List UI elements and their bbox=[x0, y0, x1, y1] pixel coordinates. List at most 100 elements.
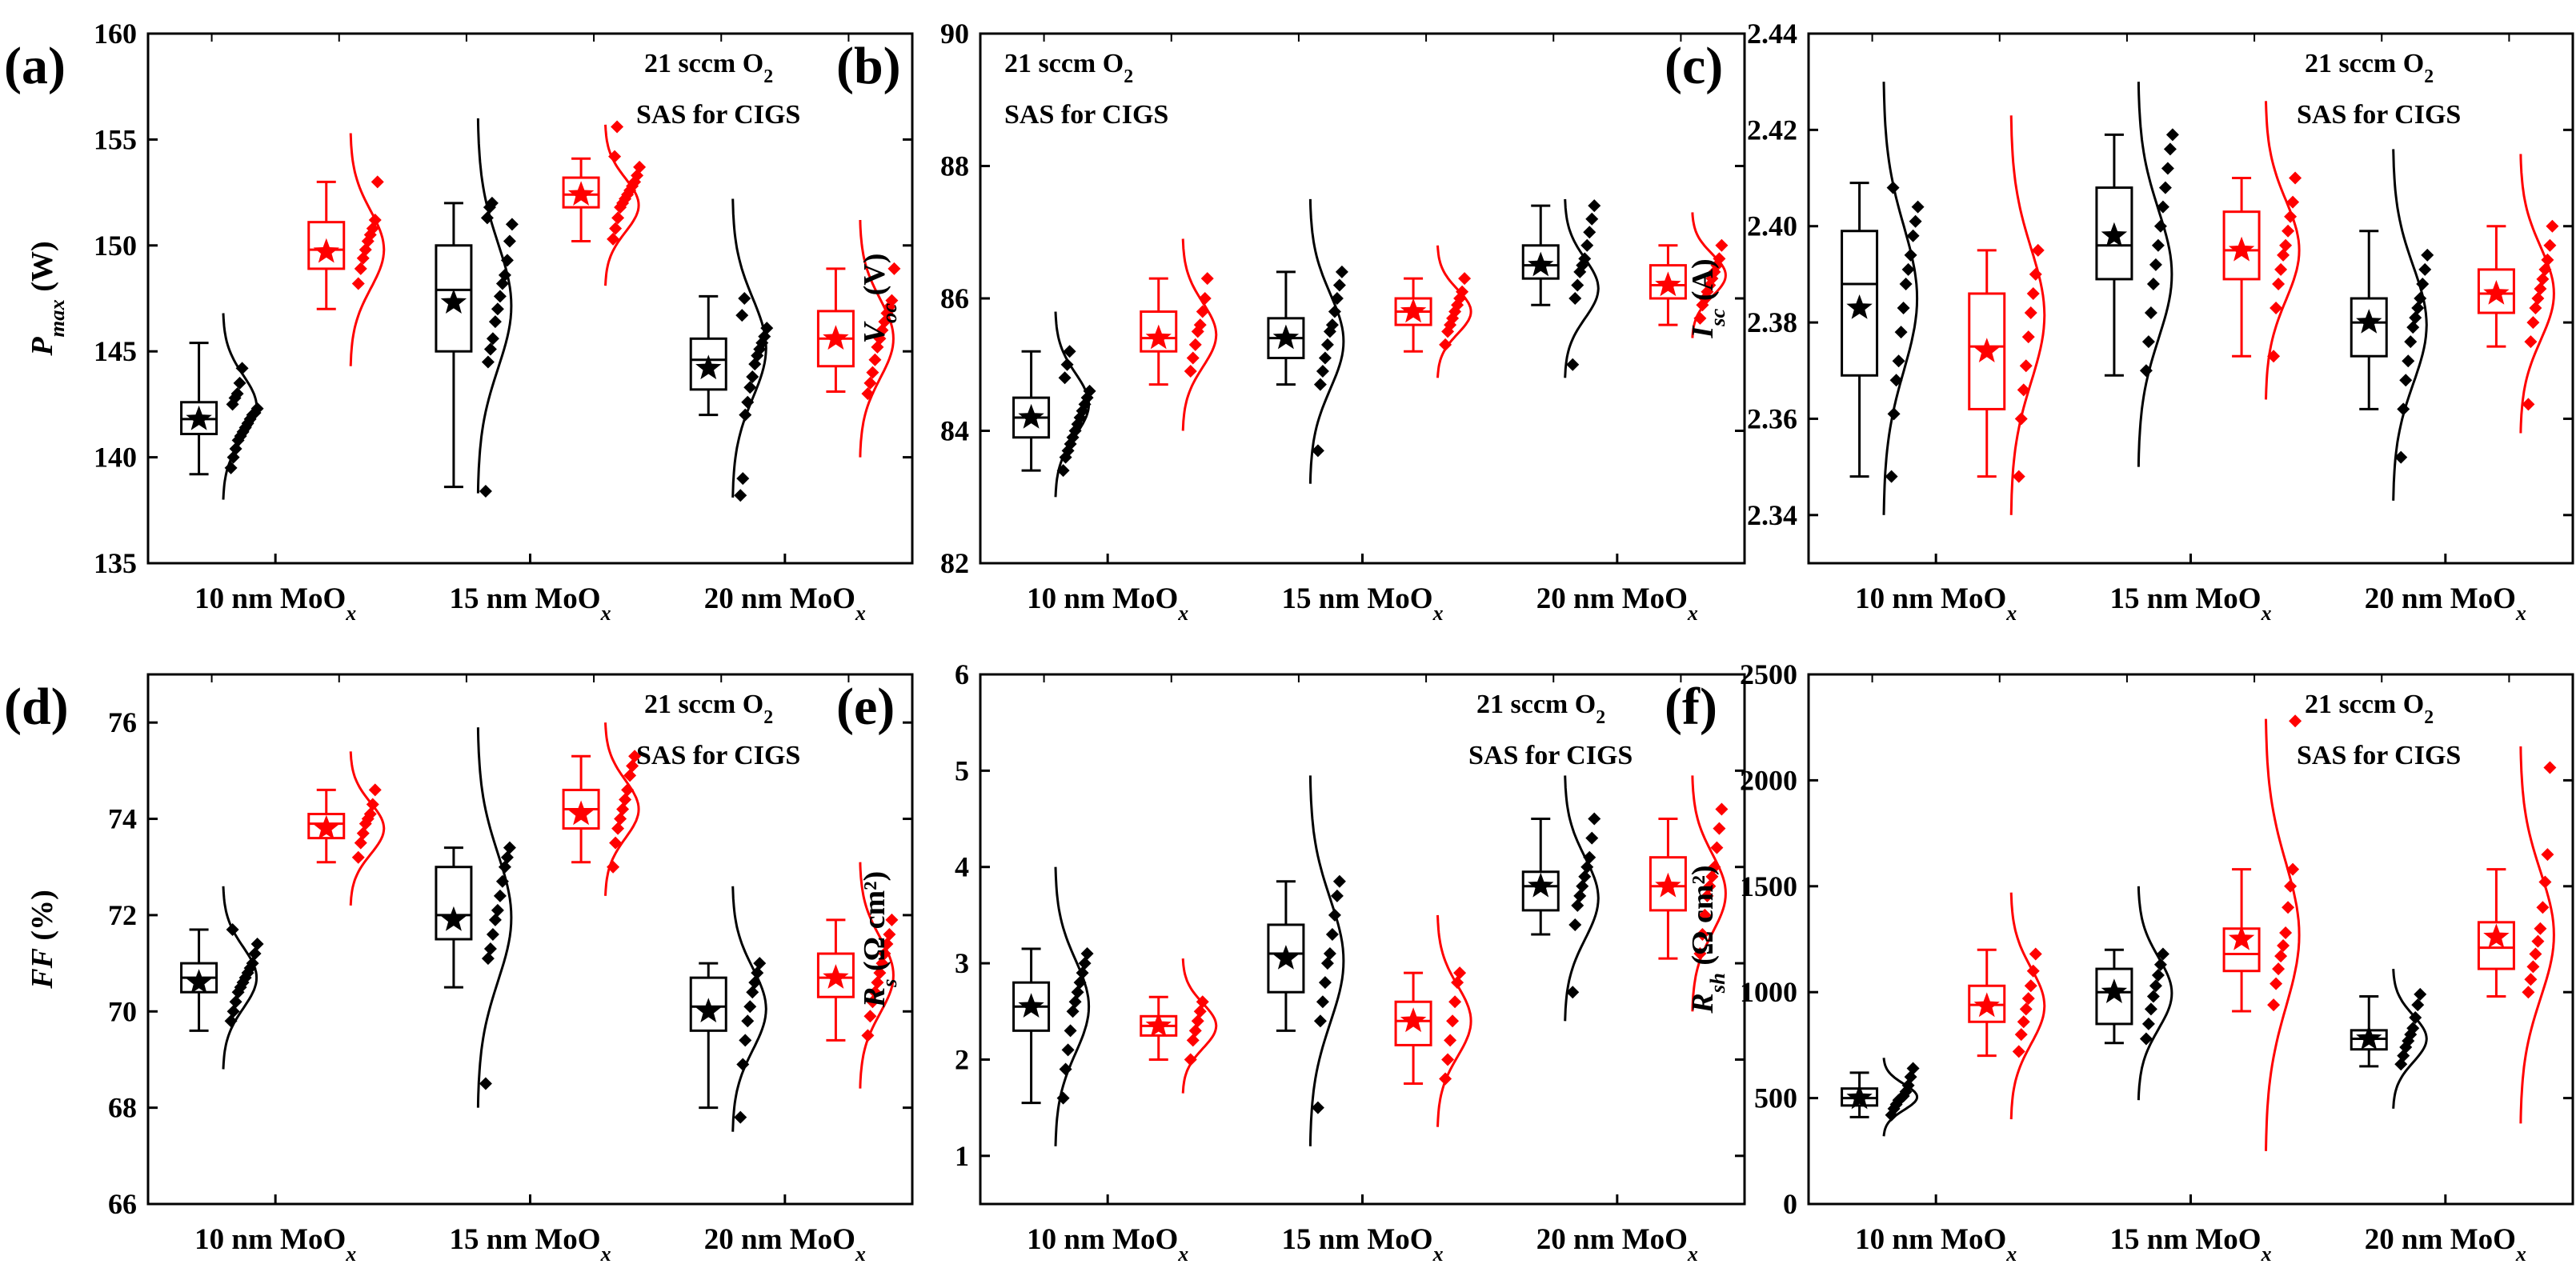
data-point bbox=[1311, 1101, 1324, 1114]
series-4 bbox=[562, 120, 647, 286]
series-6 bbox=[2477, 154, 2559, 434]
distribution-curve bbox=[2009, 115, 2046, 515]
annotation-sas: SAS for CIGS bbox=[636, 741, 800, 770]
x-category-label: 15 nm MoOx bbox=[1281, 582, 1443, 625]
data-point bbox=[1083, 384, 1096, 398]
panel-label: (e) bbox=[836, 678, 895, 736]
data-point bbox=[503, 841, 516, 854]
box bbox=[1521, 870, 1560, 912]
distribution-curve bbox=[222, 886, 258, 1070]
data-point bbox=[1580, 238, 1594, 252]
box bbox=[2222, 210, 2261, 281]
mean-marker bbox=[695, 998, 722, 1022]
distribution-curve bbox=[2519, 746, 2555, 1124]
data-point bbox=[1710, 841, 1724, 854]
data-point bbox=[2029, 947, 2042, 961]
data-point bbox=[2144, 1002, 2157, 1016]
data-point bbox=[863, 1010, 877, 1023]
y-tick-label: 2.38 bbox=[1747, 306, 1797, 338]
box bbox=[2477, 268, 2515, 314]
distribution-curve bbox=[731, 886, 767, 1132]
data-point bbox=[1573, 889, 1587, 902]
data-point bbox=[2139, 1032, 2153, 1046]
data-point bbox=[500, 850, 514, 864]
data-point bbox=[1325, 318, 1339, 332]
data-point bbox=[1456, 285, 1469, 298]
data-point bbox=[1193, 318, 1207, 332]
annotation-o2: 21 sccm O2 bbox=[1004, 49, 1133, 87]
data-point bbox=[607, 860, 620, 874]
data-point bbox=[1901, 262, 1915, 276]
annotation-sas: SAS for CIGS bbox=[2297, 741, 2461, 770]
data-point bbox=[611, 211, 625, 225]
data-point bbox=[1566, 986, 1580, 999]
series-5 bbox=[2350, 968, 2428, 1109]
data-point bbox=[863, 376, 877, 390]
data-point bbox=[1184, 1053, 1197, 1066]
series-1 bbox=[1012, 311, 1096, 498]
y-tick-label: 150 bbox=[94, 230, 137, 262]
y-tick-label: 160 bbox=[94, 18, 137, 50]
box bbox=[1267, 923, 1305, 994]
data-point bbox=[2274, 950, 2288, 963]
data-point bbox=[616, 802, 630, 816]
data-point bbox=[878, 947, 891, 961]
distribution-curve bbox=[859, 219, 895, 458]
data-point bbox=[2012, 1045, 2025, 1058]
y-tick-label: 145 bbox=[94, 335, 137, 367]
panel-f: (f) 0 500 1000 1500 2000 2500 Rsh (Ω cm²) 10 nm … bbox=[1665, 658, 2574, 1266]
data-point bbox=[351, 277, 365, 290]
y-tick-label: 72 bbox=[108, 899, 137, 931]
mean-marker bbox=[2483, 280, 2510, 305]
mean-marker bbox=[1973, 992, 2000, 1018]
data-point bbox=[2531, 292, 2545, 305]
mean-marker bbox=[567, 800, 595, 826]
x-category-label: 10 nm MoOx bbox=[1855, 582, 2017, 625]
data-point bbox=[1703, 879, 1717, 893]
data-point bbox=[2541, 253, 2554, 266]
annotation-o2: 21 sccm O2 bbox=[2305, 49, 2434, 87]
data-point bbox=[868, 986, 882, 999]
mean-marker bbox=[1018, 403, 1044, 429]
data-point bbox=[226, 922, 239, 936]
y-tick-label: 82 bbox=[940, 547, 969, 579]
y-tick-label: 500 bbox=[1754, 1082, 1797, 1114]
box bbox=[1649, 264, 1687, 300]
data-point bbox=[2282, 224, 2295, 238]
mean-marker bbox=[2101, 978, 2128, 1003]
data-point bbox=[2409, 311, 2422, 325]
series-1 bbox=[1841, 82, 1925, 515]
data-point bbox=[246, 957, 259, 970]
data-point bbox=[1063, 345, 1076, 358]
x-category-label: 20 nm MoOx bbox=[2365, 582, 2526, 625]
mean-marker bbox=[1272, 945, 1300, 970]
data-point bbox=[2538, 875, 2552, 889]
data-point bbox=[1059, 1062, 1072, 1076]
data-point bbox=[2149, 979, 2162, 993]
data-point bbox=[2279, 926, 2293, 940]
data-point bbox=[250, 402, 264, 415]
data-point bbox=[746, 986, 759, 999]
annotation-sas: SAS for CIGS bbox=[636, 100, 800, 130]
data-point bbox=[1311, 444, 1324, 458]
data-point bbox=[2416, 277, 2430, 290]
x-category-label: 20 nm MoOx bbox=[2365, 1223, 2526, 1266]
data-point bbox=[1568, 918, 1582, 931]
data-point bbox=[2524, 335, 2538, 349]
data-point bbox=[2014, 412, 2028, 426]
distribution-curve bbox=[859, 862, 895, 1089]
data-point bbox=[866, 995, 879, 1009]
series-4 bbox=[2222, 101, 2302, 400]
data-point bbox=[1184, 365, 1197, 378]
y-tick-label: 2.40 bbox=[1747, 210, 1797, 242]
mean-marker bbox=[186, 405, 212, 430]
panel-label: (a) bbox=[4, 37, 66, 95]
data-point bbox=[1571, 278, 1584, 292]
data-point bbox=[2282, 901, 2295, 914]
box bbox=[1649, 856, 1687, 912]
data-point bbox=[479, 1077, 492, 1090]
box bbox=[1521, 244, 1560, 280]
mean-marker bbox=[1400, 298, 1427, 323]
mean-marker bbox=[186, 969, 212, 994]
data-point bbox=[2399, 374, 2413, 387]
